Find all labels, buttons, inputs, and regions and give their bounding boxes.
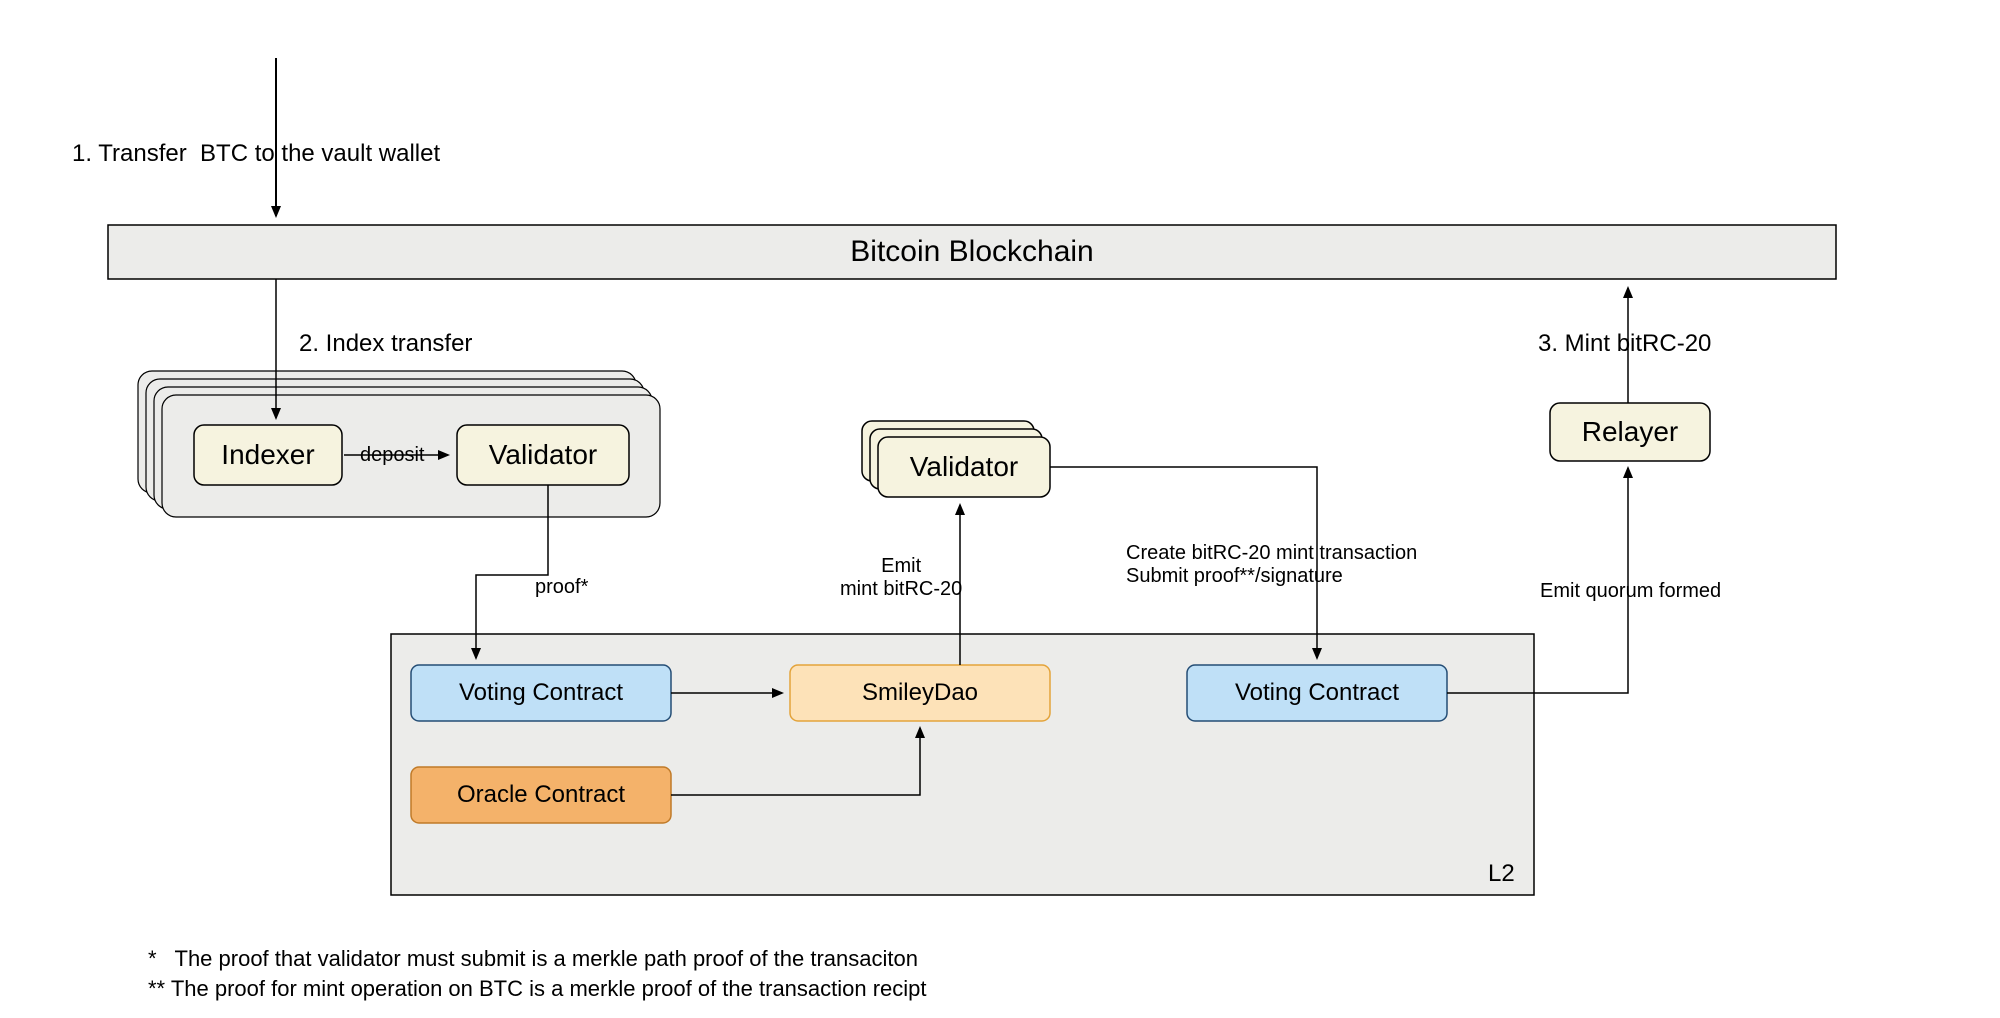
validator-node: Validator xyxy=(457,425,629,485)
label-step2: 2. Index transfer xyxy=(299,330,472,358)
label-create_submit: Create bitRC-20 mint transaction Submit … xyxy=(1126,542,1417,588)
label-emit_mint: Emit mint bitRC-20 xyxy=(840,555,962,601)
label-footnote2: ** The proof for mint operation on BTC i… xyxy=(148,976,927,1002)
voting-contract-1: Voting Contract xyxy=(411,665,671,721)
label-step1: 1. Transfer BTC to the vault wallet xyxy=(72,140,440,168)
label-proof_label: proof* xyxy=(535,576,588,599)
label-emit_quorum: Emit quorum formed xyxy=(1540,580,1721,603)
indexer-node: Indexer xyxy=(194,425,342,485)
label-footnote1: * The proof that validator must submit i… xyxy=(148,946,918,972)
oracle-contract: Oracle Contract xyxy=(411,767,671,823)
voting-contract-2: Voting Contract xyxy=(1187,665,1447,721)
validator-stack: Validator xyxy=(878,437,1050,497)
l2-label: L2 xyxy=(1488,860,1515,888)
deposit-label: deposit xyxy=(360,444,425,467)
label-step3: 3. Mint bitRC-20 xyxy=(1538,330,1711,358)
relayer-node: Relayer xyxy=(1550,403,1710,461)
bitcoin-blockchain-bar: Bitcoin Blockchain xyxy=(108,225,1836,279)
smileydao-node: SmileyDao xyxy=(790,665,1050,721)
